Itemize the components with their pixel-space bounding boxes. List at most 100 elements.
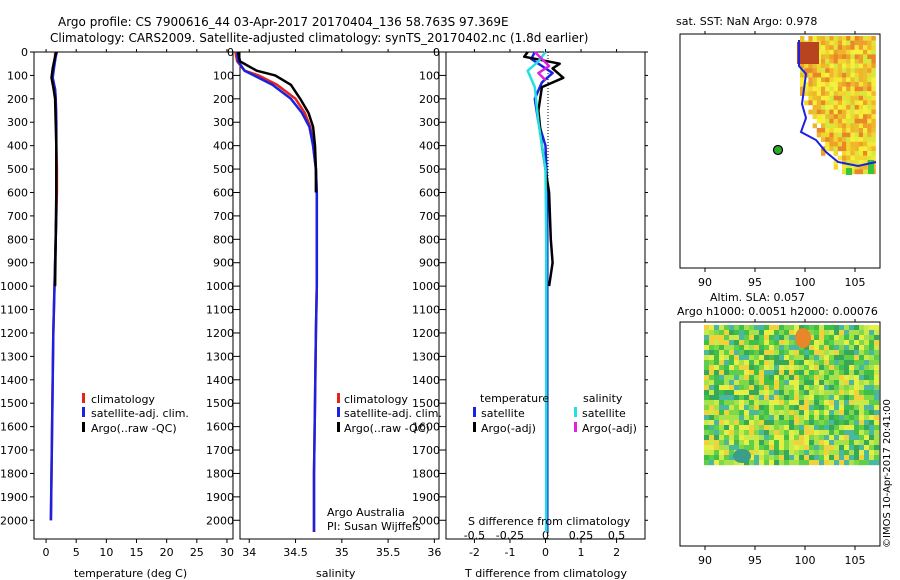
sla-cell	[714, 385, 720, 391]
sla-cell	[864, 345, 870, 351]
sst-cell	[871, 123, 876, 129]
sla-cell	[739, 420, 745, 426]
sla-cell	[714, 335, 720, 341]
sla-cell	[869, 445, 875, 451]
sla-cell	[839, 370, 845, 376]
sla-cell	[749, 330, 755, 336]
sla-cell	[764, 390, 770, 396]
sla-cell	[734, 400, 740, 406]
sla-cell	[759, 390, 765, 396]
sla-cell	[784, 410, 790, 416]
sst-cell	[800, 82, 805, 87]
sla-cell	[874, 390, 880, 396]
sla-cell	[839, 325, 845, 331]
sla-cell	[839, 330, 845, 336]
sla-cell	[764, 400, 770, 406]
sla-cell	[754, 365, 760, 371]
sla-cell	[804, 325, 810, 331]
sla-cell	[794, 350, 800, 356]
depth-tick-label: 600	[213, 186, 234, 199]
x-tick-label: 0	[43, 546, 50, 559]
sla-cell	[779, 370, 785, 376]
sla-cell	[804, 420, 810, 426]
depth-tick-label: 0	[227, 46, 234, 59]
sst-cell	[846, 114, 851, 119]
sla-cell	[819, 385, 825, 391]
sla-cell	[709, 450, 715, 456]
sla-cell	[759, 430, 765, 436]
sla-cell	[769, 450, 775, 456]
sst-cell	[825, 86, 830, 92]
sla-cell	[764, 325, 770, 331]
sst-green-patch	[868, 160, 874, 174]
s-diff-tick-label: 0.25	[569, 529, 594, 542]
sst-cell	[854, 160, 859, 165]
depth-tick-label: 1400	[0, 374, 28, 387]
series-line-argo-raw-qc-	[50, 51, 58, 287]
sla-cell	[749, 420, 755, 426]
sla-cell	[764, 335, 770, 341]
sla-cell	[869, 375, 875, 381]
sst-cell	[867, 155, 872, 161]
sla-cell	[784, 370, 790, 376]
sla-cell	[799, 420, 805, 426]
sla-cell	[764, 380, 770, 386]
sla-cell	[789, 395, 795, 401]
sla-cell	[849, 380, 855, 386]
sst-cell	[854, 132, 859, 138]
sst-cell	[837, 54, 843, 60]
sla-cell	[779, 410, 785, 416]
sst-cell	[800, 91, 805, 96]
sst-cell	[829, 82, 834, 87]
sla-cell	[714, 455, 720, 461]
sst-cell	[842, 128, 847, 133]
sla-cell	[874, 325, 880, 331]
sla-cell	[719, 325, 725, 331]
sst-cell	[863, 54, 868, 60]
sla-cell	[754, 460, 760, 466]
sst-cell	[842, 82, 847, 87]
sst-cell	[850, 49, 855, 55]
sla-cell	[869, 370, 875, 376]
sla-cell	[749, 450, 755, 456]
sla-cell	[834, 405, 840, 411]
sla-cell	[814, 325, 820, 331]
sla-cell	[714, 350, 720, 356]
sla-cell	[859, 345, 865, 351]
sla-cell	[819, 405, 825, 411]
sla-cell	[734, 445, 740, 451]
sla-cell	[719, 380, 725, 386]
sst-cell	[858, 137, 864, 142]
sst-cell	[837, 128, 843, 133]
lon-tick-label: 105	[845, 276, 866, 289]
sst-cell	[833, 128, 838, 133]
sla-cell	[774, 425, 780, 431]
sla-cell	[864, 375, 870, 381]
sst-cell	[854, 49, 859, 55]
sla-cell	[754, 440, 760, 446]
sla-cell	[784, 450, 790, 456]
sla-cell	[754, 435, 760, 441]
s-diff-tick-label: -0.5	[464, 529, 485, 542]
sst-cell	[829, 114, 834, 119]
sst-cell	[837, 137, 843, 142]
sla-cell	[764, 365, 770, 371]
sla-cell	[719, 410, 725, 416]
sla-cell	[714, 365, 720, 371]
sst-cell	[854, 68, 859, 73]
depth-tick-label: 2000	[206, 514, 234, 527]
sst-cell	[816, 77, 822, 83]
sla-cell	[749, 375, 755, 381]
sla-cell	[839, 360, 845, 366]
sla-cell	[774, 365, 780, 371]
sst-cell	[850, 91, 855, 96]
legend-swatch-argo	[337, 422, 340, 432]
sla-cell	[729, 345, 735, 351]
sst-cell	[825, 77, 830, 83]
sla-cell	[799, 355, 805, 361]
sst-cell	[842, 155, 847, 161]
sst-cell	[854, 118, 859, 124]
depth-tick-label: 1100	[206, 304, 234, 317]
sla-cell	[739, 335, 745, 341]
sla-cell	[869, 345, 875, 351]
